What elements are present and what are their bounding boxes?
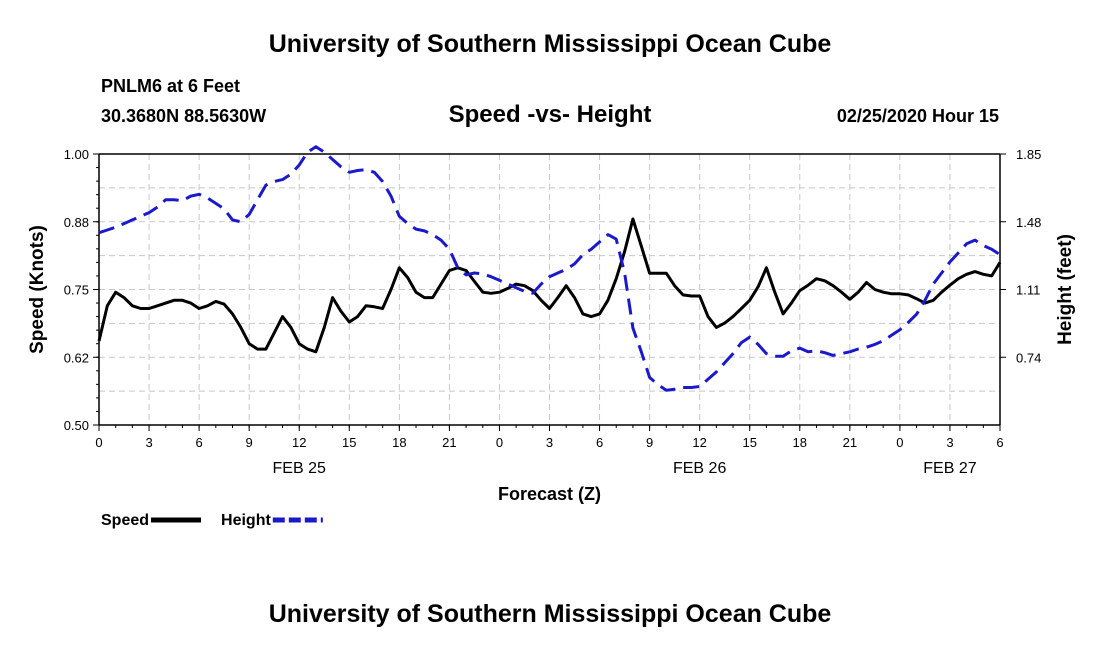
y2-tick-label: 1.48 xyxy=(1016,215,1041,230)
legend-label-height: Height xyxy=(221,512,271,529)
y-axis-label: Speed (Knots) xyxy=(27,225,48,354)
x-tick-label: 12 xyxy=(292,435,306,450)
x-tick-label: 0 xyxy=(496,435,503,450)
y-tick-label: 0.50 xyxy=(64,418,89,433)
y-tick-label: 1.00 xyxy=(64,147,89,162)
y2-tick-label: 0.74 xyxy=(1016,350,1041,365)
datetime-label: 02/25/2020 Hour 15 xyxy=(836,106,999,126)
x-tick-label: 18 xyxy=(793,435,807,450)
y-tick-label: 0.75 xyxy=(64,283,89,298)
height-series-line xyxy=(98,145,1001,392)
x-tick-label: 3 xyxy=(546,435,553,450)
x-axis-label: Forecast (Z) xyxy=(498,484,601,504)
x-tick-label: 0 xyxy=(896,435,903,450)
x-tick-label: 9 xyxy=(246,435,253,450)
y2-axis-label: Height (feet) xyxy=(1055,234,1076,345)
station-label: PNLM6 at 6 Feet xyxy=(101,76,241,96)
y2-tick-label: 1.85 xyxy=(1016,147,1041,162)
x-tick-label: 6 xyxy=(195,435,202,450)
y-tick-label: 0.62 xyxy=(64,350,89,365)
x-tick-label: 18 xyxy=(392,435,406,450)
x-tick-label: 0 xyxy=(95,435,102,450)
x-tick-label: 15 xyxy=(342,435,356,450)
legend-label-speed: Speed xyxy=(101,512,149,529)
speed-series-line xyxy=(97,217,1002,354)
chart-title: Speed -vs- Height xyxy=(448,101,652,128)
x-tick-label: 3 xyxy=(145,435,152,450)
coordinates-label: 30.3680N 88.5630W xyxy=(101,106,267,126)
bottom-title: University of Southern Mississippi Ocean… xyxy=(268,600,832,628)
y-tick-label: 0.88 xyxy=(64,215,89,230)
x-tick-label: 15 xyxy=(742,435,756,450)
y2-tick-label: 1.11 xyxy=(1016,283,1040,298)
date-label: FEB 26 xyxy=(673,460,726,477)
x-tick-label: 12 xyxy=(692,435,706,450)
top-title: University of Southern Mississippi Ocean… xyxy=(268,30,832,58)
x-tick-label: 21 xyxy=(442,435,456,450)
x-tick-label: 3 xyxy=(946,435,953,450)
date-label: FEB 27 xyxy=(923,460,976,477)
date-label: FEB 25 xyxy=(273,460,326,477)
x-tick-label: 6 xyxy=(996,435,1003,450)
x-tick-label: 6 xyxy=(596,435,603,450)
x-tick-label: 21 xyxy=(843,435,857,450)
x-tick-label: 9 xyxy=(646,435,653,450)
